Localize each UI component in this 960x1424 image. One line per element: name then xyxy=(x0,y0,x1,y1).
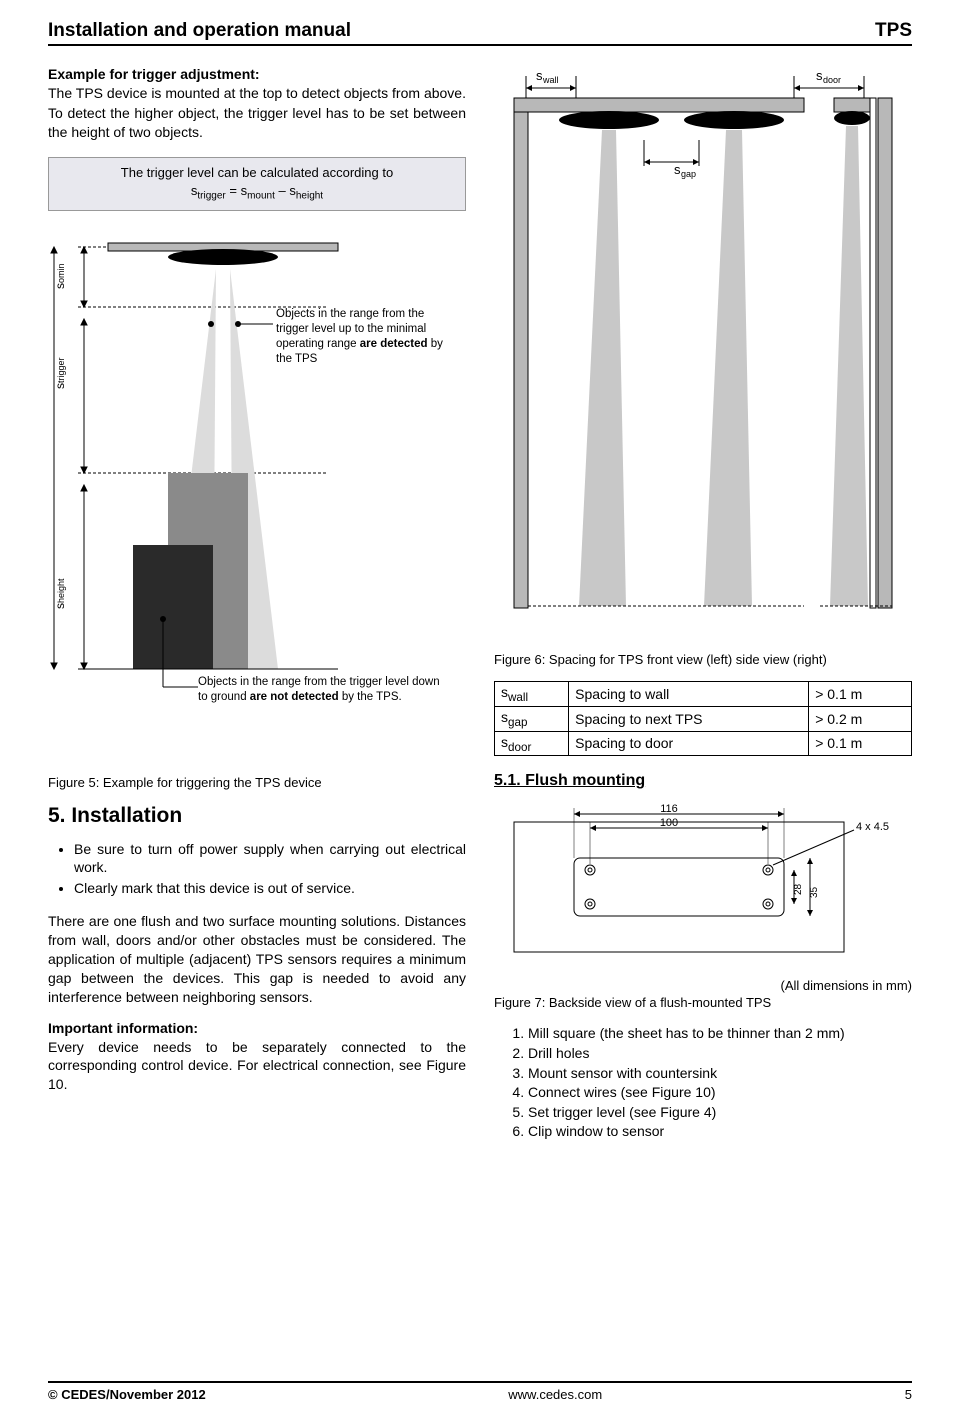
svg-text:trigger: trigger xyxy=(56,357,66,383)
svg-text:gap: gap xyxy=(681,169,696,179)
svg-text:s: s xyxy=(816,68,823,83)
main-content: Example for trigger adjustment: The TPS … xyxy=(48,66,912,1142)
cell-val: > 0.2 m xyxy=(809,706,912,731)
cell-desc: Spacing to next TPS xyxy=(569,706,809,731)
left-column: Example for trigger adjustment: The TPS … xyxy=(48,66,466,1142)
cell-desc: Spacing to door xyxy=(569,731,809,756)
figure-7-diagram: 116 100 28 35 4 x 4.5 xyxy=(494,800,912,970)
intro-body: The TPS device is mounted at the top to … xyxy=(48,84,466,143)
bullet-out-of-service: Clearly mark that this device is out of … xyxy=(74,879,466,898)
svg-text:s: s xyxy=(674,162,681,177)
svg-text:height: height xyxy=(56,578,66,603)
step-3: Mount sensor with countersink xyxy=(528,1064,912,1084)
important-body: Every device needs to be separately conn… xyxy=(48,1039,466,1093)
cell-desc: Spacing to wall xyxy=(569,682,809,707)
table-row: sgap Spacing to next TPS > 0.2 m xyxy=(495,706,912,731)
cell-sym: swall xyxy=(495,682,569,707)
svg-text:wall: wall xyxy=(542,75,559,85)
important-label: Important information: xyxy=(48,1020,198,1036)
svg-text:door: door xyxy=(823,75,841,85)
step-1: Mill square (the sheet has to be thinner… xyxy=(528,1024,912,1044)
page-header: Installation and operation manual TPS xyxy=(48,20,912,46)
intro-block: Example for trigger adjustment: The TPS … xyxy=(48,66,466,143)
figure-7-dims-note: (All dimensions in mm) xyxy=(494,978,912,993)
formula-expr: strigger = smount – sheight xyxy=(59,182,455,204)
figure-5-caption: Figure 5: Example for triggering the TPS… xyxy=(48,775,466,790)
svg-text:omin: omin xyxy=(56,263,66,283)
cell-val: > 0.1 m xyxy=(809,731,912,756)
page-footer: © CEDES/November 2012 www.cedes.com 5 xyxy=(48,1381,912,1402)
section-5-bullets: Be sure to turn off power supply when ca… xyxy=(74,840,466,899)
section-5-important: Important information: Every device need… xyxy=(48,1019,466,1095)
header-title-left: Installation and operation manual xyxy=(48,20,351,42)
footer-right: 5 xyxy=(905,1387,912,1402)
right-column: swall sdoor sgap xyxy=(494,66,912,1142)
step-4: Connect wires (see Figure 10) xyxy=(528,1083,912,1103)
header-title-right: TPS xyxy=(875,20,912,42)
cell-val: > 0.1 m xyxy=(809,682,912,707)
figure-6-caption: Figure 6: Spacing for TPS front view (le… xyxy=(494,652,912,667)
fig5-note-detected: Objects in the range from the trigger le… xyxy=(276,307,456,367)
dim-116: 116 xyxy=(660,803,678,815)
section-5-para1: There are one flush and two surface moun… xyxy=(48,912,466,1006)
table-row: sdoor Spacing to door > 0.1 m xyxy=(495,731,912,756)
step-5: Set trigger level (see Figure 4) xyxy=(528,1103,912,1123)
table-row: swall Spacing to wall > 0.1 m xyxy=(495,682,912,707)
figure-6-diagram: swall sdoor sgap xyxy=(494,66,912,646)
footer-center: www.cedes.com xyxy=(508,1387,602,1402)
cell-sym: sgap xyxy=(495,706,569,731)
dim-35: 35 xyxy=(809,887,820,899)
cell-sym: sdoor xyxy=(495,731,569,756)
bullet-power-off: Be sure to turn off power supply when ca… xyxy=(74,840,466,878)
subsection-5-1-heading: 5.1. Flush mounting xyxy=(494,772,912,790)
flush-mounting-steps: Mill square (the sheet has to be thinner… xyxy=(528,1024,912,1142)
svg-text:s: s xyxy=(536,68,543,83)
formula-line1: The trigger level can be calculated acco… xyxy=(59,164,455,182)
formula-box: The trigger level can be calculated acco… xyxy=(48,157,466,211)
step-6: Clip window to sensor xyxy=(528,1122,912,1142)
spacing-table: swall Spacing to wall > 0.1 m sgap Spaci… xyxy=(494,681,912,756)
section-5-heading: 5. Installation xyxy=(48,804,466,828)
figure-7-caption: Figure 7: Backside view of a flush-mount… xyxy=(494,995,912,1010)
footer-left: © CEDES/November 2012 xyxy=(48,1387,206,1402)
dim-28: 28 xyxy=(793,884,804,896)
intro-title: Example for trigger adjustment: xyxy=(48,66,466,82)
dim-100: 100 xyxy=(660,817,678,829)
step-2: Drill holes xyxy=(528,1044,912,1064)
dim-holes: 4 x 4.5 xyxy=(856,821,889,833)
figure-5-diagram: s omin s trigger s mount s height xyxy=(48,229,466,769)
fig5-note-not-detected: Objects in the range from the trigger le… xyxy=(198,675,448,705)
